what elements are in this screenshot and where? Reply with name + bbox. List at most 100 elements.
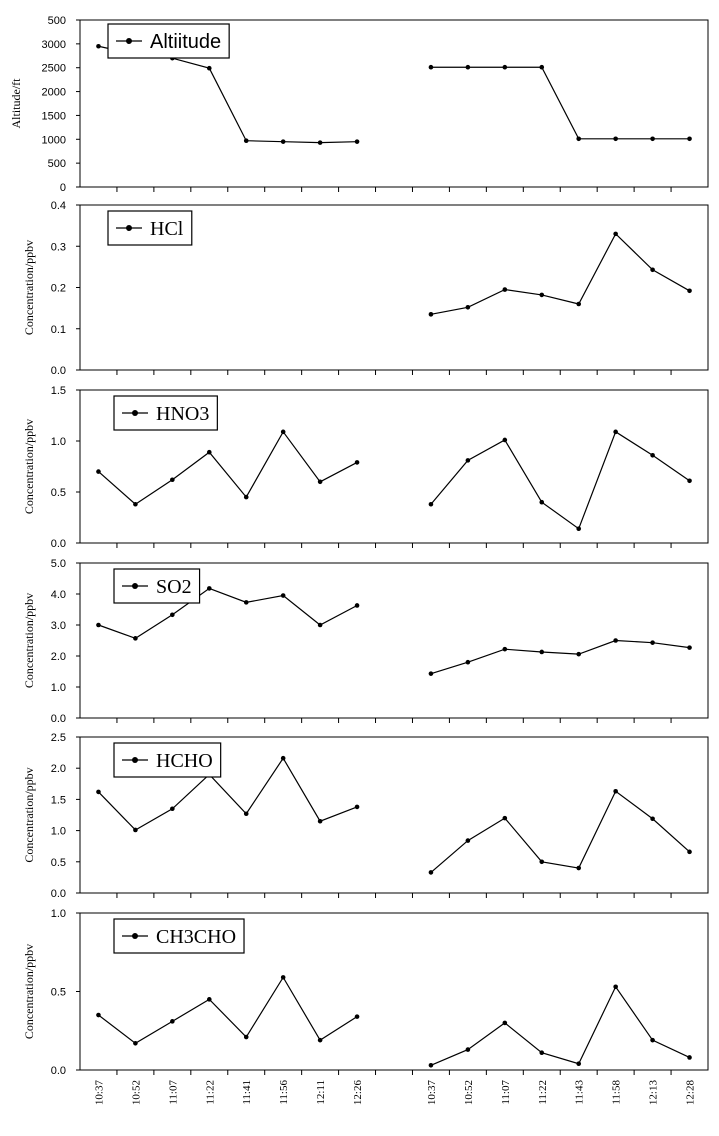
data-point	[354, 804, 360, 810]
data-point	[576, 1061, 582, 1067]
y-axis-label: Altitude/ft	[9, 78, 23, 129]
data-point	[280, 975, 286, 980]
y-tick-label: 0.0	[51, 538, 66, 550]
data-point	[687, 1055, 692, 1060]
data-point	[206, 997, 212, 1002]
y-tick-label: 0.0	[51, 1065, 66, 1077]
data-point	[465, 659, 471, 665]
data-point	[502, 815, 508, 821]
y-tick-label: 0.3	[51, 241, 66, 253]
y-tick-label: 1.0	[51, 436, 66, 448]
y-tick-label: 1000	[42, 134, 66, 146]
legend-marker	[132, 933, 138, 939]
data-point	[354, 603, 360, 608]
data-point	[428, 1062, 434, 1068]
data-line	[98, 587, 690, 675]
y-tick-label: 2.0	[51, 651, 66, 663]
data-point	[650, 452, 655, 458]
data-point	[502, 64, 508, 70]
data-point	[133, 636, 138, 641]
plot-frame	[79, 736, 709, 894]
x-tick-label: 10:37	[93, 1080, 105, 1106]
data-point	[465, 1047, 471, 1052]
legend: CH3CHO	[113, 918, 245, 954]
data-point	[613, 638, 618, 643]
data-point	[96, 1012, 101, 1018]
y-tick-label: 500	[48, 15, 66, 27]
y-tick-label: 1.5	[51, 385, 66, 397]
x-tick-label: 10:52	[130, 1080, 142, 1105]
data-point	[613, 231, 618, 237]
data-point	[280, 593, 286, 598]
data-point	[687, 136, 692, 142]
legend-label: Altiitude	[150, 31, 221, 53]
y-axis-label: Concentration/ppbv	[22, 240, 36, 335]
data-point	[576, 136, 582, 142]
data-point	[96, 789, 101, 795]
y-axis-label: Concentration/ppbv	[22, 593, 36, 688]
data-point	[96, 43, 101, 49]
data-point	[650, 136, 655, 142]
data-line	[98, 757, 690, 873]
data-point	[687, 288, 692, 294]
legend: HCHO	[113, 742, 222, 778]
y-tick-label: 1.0	[51, 682, 66, 694]
legend-marker	[126, 38, 132, 44]
data-point	[502, 437, 508, 443]
data-point	[206, 586, 212, 591]
y-tick-label: 1.0	[51, 826, 66, 838]
data-point	[650, 267, 655, 273]
data-point	[613, 788, 618, 794]
y-tick-label: 0	[60, 182, 66, 194]
data-point	[317, 818, 323, 824]
data-point	[539, 64, 545, 70]
x-tick-label: 12:11	[315, 1080, 327, 1105]
data-point	[243, 494, 249, 500]
data-line	[98, 430, 690, 530]
y-tick-label: 0.5	[51, 857, 66, 869]
data-point	[354, 460, 360, 465]
y-tick-label: 1.5	[51, 794, 66, 806]
data-point	[317, 622, 323, 628]
data-point	[428, 64, 434, 70]
legend-label: CH3CHO	[156, 926, 236, 948]
data-point	[539, 1050, 545, 1056]
data-point	[96, 622, 101, 628]
legend-label: HNO3	[156, 403, 209, 425]
data-point	[243, 600, 249, 605]
data-point	[576, 865, 582, 871]
data-point	[206, 449, 212, 455]
data-point	[687, 478, 692, 484]
data-point	[465, 305, 471, 310]
legend: HCl	[107, 210, 193, 246]
data-point	[133, 1041, 138, 1046]
legend-marker	[132, 583, 138, 589]
legend: Altiitude	[107, 23, 230, 59]
data-point	[576, 651, 582, 657]
legend-label: HCl	[150, 218, 184, 240]
y-tick-label: 0.0	[51, 365, 66, 377]
data-point	[502, 1020, 508, 1026]
y-tick-label: 500	[48, 158, 66, 170]
y-tick-label: 2.5	[51, 732, 66, 744]
data-point	[428, 501, 434, 507]
x-tick-label: 11:22	[204, 1080, 216, 1105]
y-tick-label: 0.5	[51, 987, 66, 999]
data-point	[428, 870, 434, 875]
data-point	[465, 458, 471, 463]
data-point	[687, 849, 692, 855]
data-point	[317, 1037, 323, 1043]
y-tick-label: 4.0	[51, 589, 66, 601]
data-point	[613, 429, 618, 435]
data-point	[170, 806, 175, 812]
data-point	[280, 429, 286, 435]
x-tick-label: 12:26	[352, 1080, 364, 1106]
legend-marker	[132, 757, 138, 763]
data-point	[280, 139, 286, 144]
x-tick-label: 12:13	[648, 1080, 660, 1106]
plot-frame	[79, 562, 709, 719]
x-tick-label: 11:07	[500, 1080, 512, 1105]
data-line	[98, 976, 690, 1066]
data-point	[539, 859, 545, 865]
data-line	[98, 45, 690, 144]
